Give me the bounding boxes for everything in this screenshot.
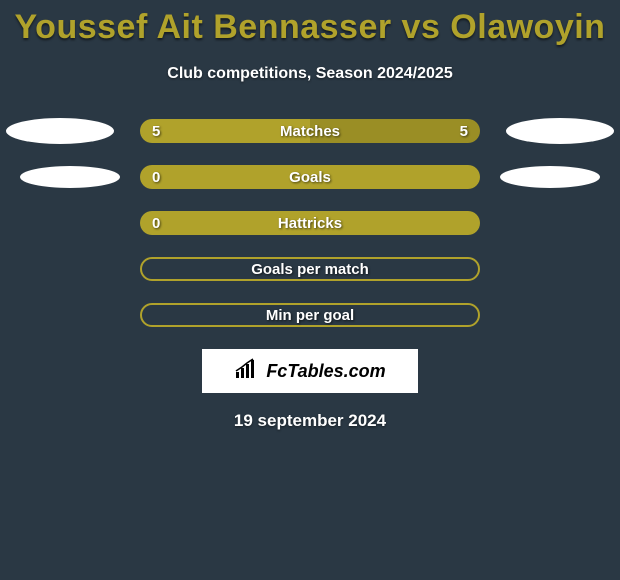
logo-text: FcTables.com bbox=[266, 361, 385, 382]
stat-row: 0 Hattricks bbox=[0, 211, 620, 235]
stat-row: 0 Goals bbox=[0, 165, 620, 189]
stat-row: Min per goal bbox=[0, 303, 620, 327]
player-ellipse-right bbox=[506, 118, 614, 144]
stat-label: Min per goal bbox=[266, 307, 354, 324]
stat-value-left: 5 bbox=[152, 123, 160, 140]
stat-row: Goals per match bbox=[0, 257, 620, 281]
subtitle: Club competitions, Season 2024/2025 bbox=[0, 65, 620, 83]
stat-bar: Goals per match bbox=[140, 257, 480, 281]
page-title: Youssef Ait Bennasser vs Olawoyin bbox=[0, 0, 620, 47]
player-ellipse-right bbox=[500, 166, 600, 188]
stat-label: Matches bbox=[280, 123, 340, 140]
stat-bar: 5 5 Matches bbox=[140, 119, 480, 143]
player-ellipse-left bbox=[6, 118, 114, 144]
stat-value-left: 0 bbox=[152, 215, 160, 232]
comparison-rows: 5 5 Matches 0 Goals 0 Hattricks Goals per match… bbox=[0, 119, 620, 327]
stat-label: Hattricks bbox=[278, 215, 342, 232]
stat-label: Goals bbox=[289, 169, 331, 186]
stat-bar: 0 Hattricks bbox=[140, 211, 480, 235]
stat-bar: 0 Goals bbox=[140, 165, 480, 189]
logo-box: FcTables.com bbox=[202, 349, 418, 393]
player-ellipse-left bbox=[20, 166, 120, 188]
stat-row: 5 5 Matches bbox=[0, 119, 620, 143]
stat-label: Goals per match bbox=[251, 261, 369, 278]
stat-bar: Min per goal bbox=[140, 303, 480, 327]
stat-value-right: 5 bbox=[460, 123, 468, 140]
stat-value-left: 0 bbox=[152, 169, 160, 186]
date-label: 19 september 2024 bbox=[0, 411, 620, 431]
chart-icon bbox=[234, 358, 260, 385]
